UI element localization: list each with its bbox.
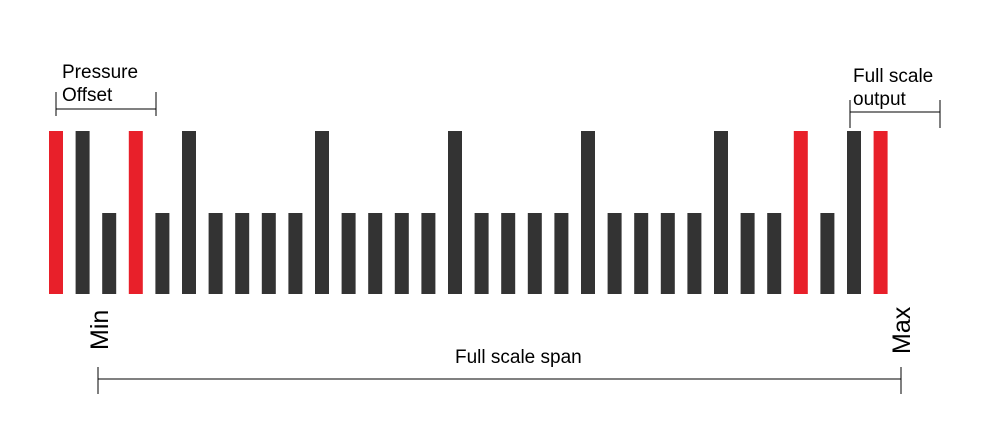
minor-tick — [767, 213, 782, 294]
min-label: Min — [86, 309, 114, 350]
red-marker-tick — [873, 131, 888, 294]
red-marker-tick — [793, 131, 808, 294]
major-tick — [75, 131, 90, 294]
full-scale-span-label: Full scale span — [455, 347, 582, 368]
full-scale-span-bracket — [97, 367, 902, 394]
pressure-offset-label-line2: Offset — [62, 85, 113, 106]
minor-tick — [554, 213, 569, 294]
minor-tick — [341, 213, 356, 294]
minor-tick — [820, 213, 835, 294]
minor-tick — [261, 213, 276, 294]
minor-tick — [235, 213, 250, 294]
minor-tick — [740, 213, 755, 294]
major-tick — [714, 131, 728, 294]
minor-tick — [155, 213, 170, 294]
minor-tick — [474, 213, 489, 294]
minor-tick — [607, 213, 622, 294]
full-scale-output-bracket — [849, 100, 941, 128]
minor-tick — [102, 213, 117, 294]
full-scale-output-label-line1: Full scale — [853, 66, 934, 87]
minor-tick — [208, 213, 223, 294]
major-tick — [847, 131, 861, 294]
major-tick — [182, 131, 196, 294]
scale-ticks — [49, 131, 888, 294]
max-label: Max — [888, 306, 916, 354]
minor-tick — [421, 213, 436, 294]
major-tick — [448, 131, 462, 294]
minor-tick — [634, 213, 649, 294]
minor-tick — [501, 213, 516, 294]
minor-tick — [368, 213, 383, 294]
red-marker-tick — [128, 131, 143, 294]
pressure-offset-label-line1: Pressure — [62, 62, 139, 83]
minor-tick — [527, 213, 542, 294]
minor-tick — [660, 213, 675, 294]
pressure-offset-bracket — [55, 92, 157, 116]
major-tick — [581, 131, 595, 294]
minor-tick — [288, 213, 303, 294]
red-marker-tick — [49, 131, 63, 294]
full-scale-output-label-line2: output — [853, 89, 906, 110]
minor-tick — [394, 213, 409, 294]
minor-tick — [687, 213, 702, 294]
major-tick — [315, 131, 329, 294]
